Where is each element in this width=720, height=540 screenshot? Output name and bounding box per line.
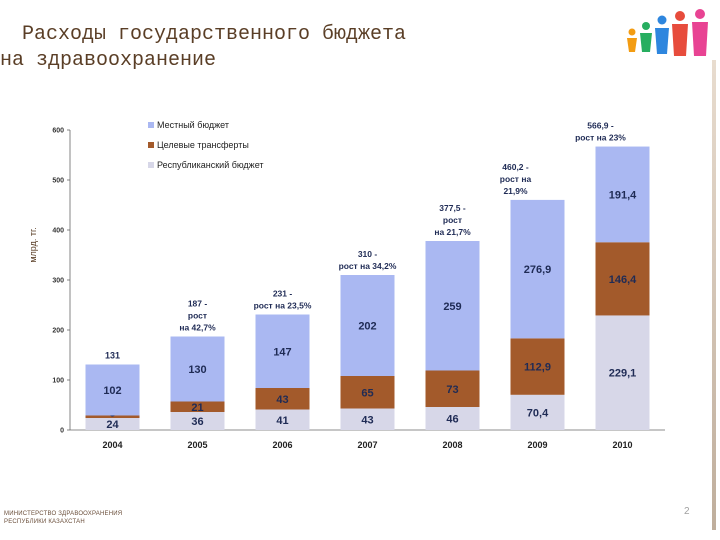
legend-swatch — [148, 142, 154, 148]
y-axis-label: млрд. тг. — [28, 227, 38, 262]
bar-segment-2005-0 — [170, 412, 225, 430]
x-tick-label: 2008 — [442, 440, 462, 450]
segment-label-2010-2: 191,4 — [609, 189, 637, 201]
total-annotation-2004: 131 — [105, 351, 120, 361]
legend-label: Местный бюджет — [157, 120, 229, 130]
bar-segment-2007-1 — [340, 376, 395, 409]
segment-label-2009-0: 70,4 — [527, 407, 549, 419]
bar-segment-2006-2 — [255, 314, 310, 388]
total-annotation-2005: на 42,7% — [179, 323, 216, 333]
title-line-2: на здравоохранение — [0, 49, 217, 72]
total-annotation-2010: рост на 23% — [575, 133, 626, 143]
segment-label-2010-0: 229,1 — [609, 368, 637, 380]
total-annotation-2009: рост на — [500, 174, 532, 184]
total-annotation-2006: 231 - — [273, 289, 293, 299]
x-tick-label: 2009 — [527, 440, 547, 450]
legend-swatch — [148, 122, 154, 128]
bar-segment-2009-0 — [510, 394, 565, 430]
footer-line-2: РЕСПУБЛИКИ КАЗАХСТАН — [4, 519, 85, 525]
people-logo-icon — [627, 9, 708, 56]
x-tick-label: 2006 — [272, 440, 292, 450]
y-tick-label: 100 — [52, 378, 64, 385]
bar-segment-2007-2 — [340, 275, 395, 376]
segment-label-2006-0: 41 — [276, 415, 288, 427]
segment-label-2004-2: 102 — [103, 385, 121, 397]
total-annotation-2010: 566,9 - — [587, 121, 614, 131]
y-tick-label: 400 — [52, 228, 64, 235]
decorative-side-bar — [712, 60, 716, 530]
segment-label-2004-0: 24 — [106, 419, 119, 431]
segment-label-2005-2: 130 — [188, 364, 206, 376]
bar-segment-2004-0 — [85, 418, 140, 430]
bar-segment-2006-1 — [255, 388, 310, 410]
bar-segment-2004-2 — [85, 364, 140, 416]
bar-segment-2009-2 — [510, 199, 565, 339]
footer-line-1: МИНИСТЕРСТВО ЗДРАВООХРАНЕНИЯ — [4, 511, 123, 517]
bar-segment-2008-1 — [425, 370, 480, 407]
total-annotation-2009: 21,9% — [503, 186, 528, 196]
bar-segment-2005-1 — [170, 401, 225, 412]
x-tick-label: 2004 — [102, 440, 122, 450]
total-annotation-2007: рост на 34,2% — [339, 261, 397, 271]
bar-segment-2008-2 — [425, 241, 480, 371]
total-annotation-2008: 377,5 - — [439, 203, 466, 213]
segment-label-2007-0: 43 — [361, 414, 373, 426]
total-annotation-2008: на 21,7% — [434, 227, 471, 237]
x-tick-label: 2005 — [187, 440, 207, 450]
bar-segment-2009-1 — [510, 338, 565, 395]
x-tick-label: 2007 — [357, 440, 377, 450]
legend-label: Целевые трансферты — [157, 140, 249, 150]
footer: МИНИСТЕРСТВО ЗДРАВООХРАНЕНИЯ РЕСПУБЛИКИ … — [4, 510, 122, 526]
legend-swatch — [148, 162, 154, 168]
segment-label-2005-0: 36 — [191, 416, 203, 428]
bar-segment-2007-0 — [340, 408, 395, 430]
bar-segment-2005-2 — [170, 336, 225, 402]
y-tick-label: 300 — [52, 278, 64, 285]
total-annotation-2007: 310 - — [358, 249, 378, 259]
y-tick-label: 200 — [52, 328, 64, 335]
y-tick-label: 0 — [60, 428, 64, 435]
segment-label-2009-1: 112,9 — [524, 362, 551, 374]
bar-segment-2006-0 — [255, 409, 310, 430]
total-annotation-2006: рост на 23,5% — [254, 301, 312, 311]
bar-segment-2010-2 — [595, 146, 650, 243]
segment-label-2009-2: 276,9 — [524, 264, 552, 276]
x-tick-label: 2010 — [612, 440, 632, 450]
segment-label-2008-1: 73 — [446, 384, 458, 396]
legend-label: Республиканский бюджет — [157, 160, 264, 170]
segment-label-2008-2: 259 — [443, 301, 461, 313]
bar-segment-2004-1 — [85, 415, 140, 418]
segment-label-2005-1: 21 — [191, 402, 203, 414]
total-annotation-2008: рост — [443, 215, 462, 225]
title-line-1: Расходы государственного бюджета — [22, 23, 407, 46]
y-tick-label: 600 — [52, 128, 64, 135]
segment-label-2006-1: 43 — [276, 394, 288, 406]
segment-label-2008-0: 46 — [446, 414, 458, 426]
segment-label-2010-1: 146,4 — [609, 274, 637, 286]
segment-label-2007-1: 65 — [361, 387, 373, 399]
total-annotation-2005: 187 - — [188, 299, 208, 309]
total-annotation-2009: 460,2 - — [502, 162, 529, 172]
page-title: Расходы государственного бюджета на здра… — [0, 22, 406, 74]
bar-segment-2010-1 — [595, 242, 650, 316]
segment-label-2006-2: 147 — [273, 346, 291, 358]
segment-label-2007-2: 202 — [358, 321, 376, 333]
page-number: 2 — [684, 506, 690, 517]
total-annotation-2005: рост — [188, 311, 207, 321]
y-tick-label: 500 — [52, 178, 64, 185]
bar-segment-2008-0 — [425, 407, 480, 430]
bar-segment-2010-0 — [595, 315, 650, 430]
